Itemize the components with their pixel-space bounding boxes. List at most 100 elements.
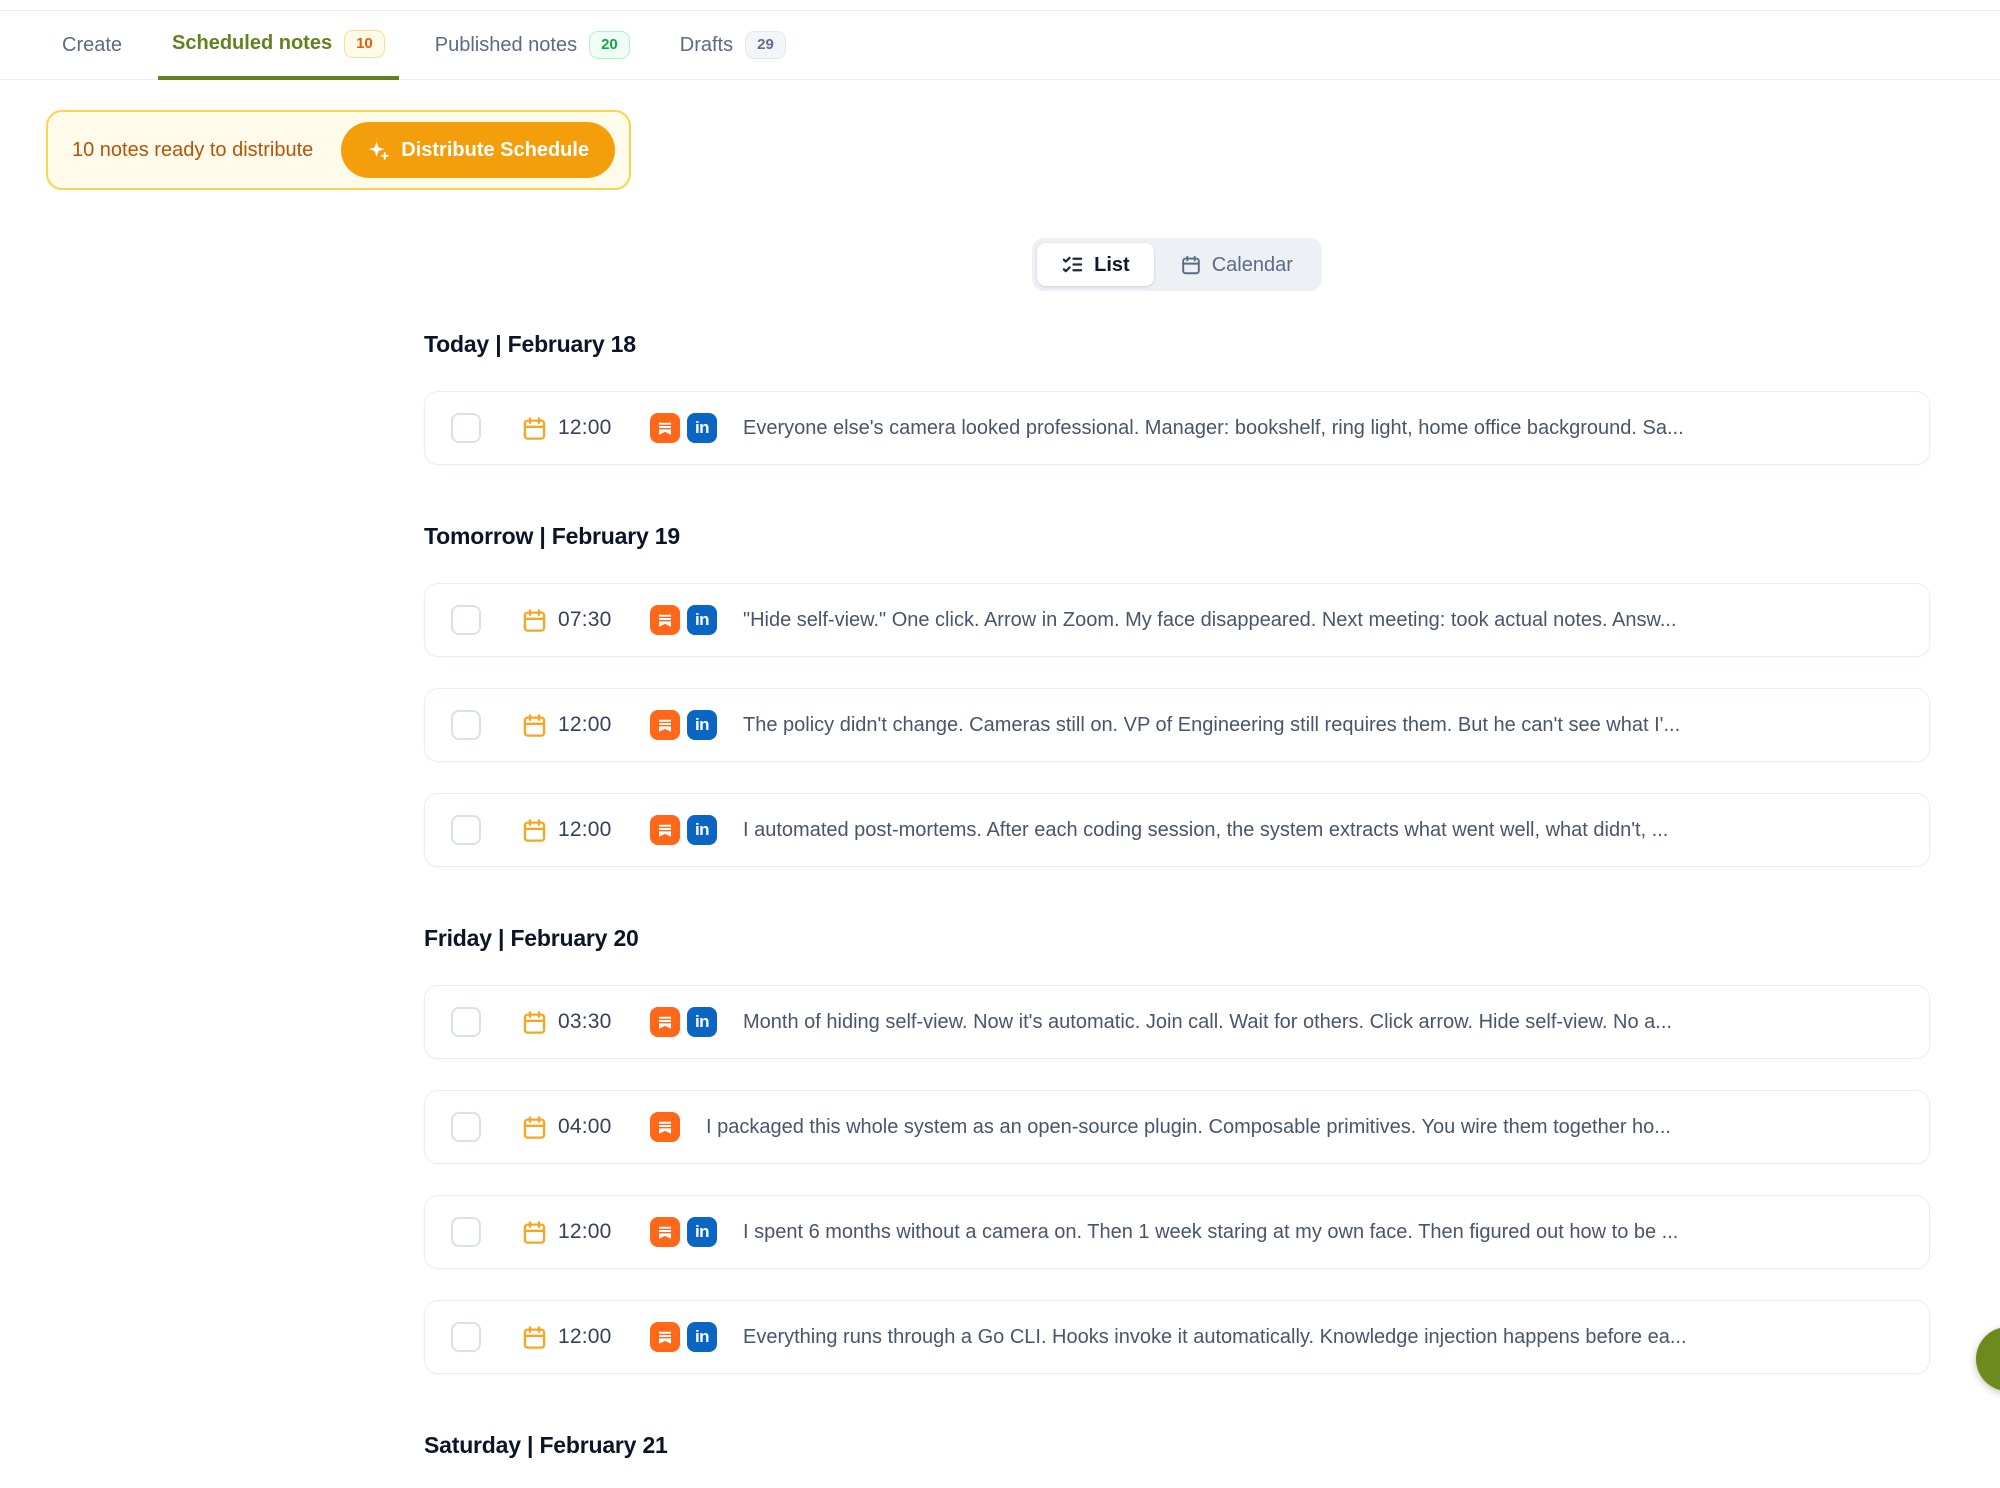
substack-icon [650,1007,680,1037]
tab-count-badge: 10 [344,29,385,58]
day-section: Saturday | February 21 [424,1432,1930,1459]
substack-icon [650,1322,680,1352]
note-checkbox[interactable] [451,1217,481,1247]
day-section: Tomorrow | February 19 07:30 in "Hide se… [424,523,1930,867]
tab-create[interactable]: Create [48,11,136,79]
day-section: Today | February 18 12:00 in Everyone el… [424,331,1930,465]
scheduled-note-row[interactable]: 04:00 I packaged this whole system as an… [424,1090,1930,1164]
time-group: 12:00 [521,415,630,442]
scheduled-note-row[interactable]: 03:30 in Month of hiding self-view. Now … [424,985,1930,1059]
linkedin-icon: in [687,605,717,635]
tab-scheduled-notes[interactable]: Scheduled notes 10 [158,11,399,80]
note-text: The policy didn't change. Cameras still … [743,713,1681,736]
platform-icons: in [650,1007,717,1037]
note-time: 03:30 [558,1010,612,1033]
calendar-icon [521,1324,548,1351]
note-time: 07:30 [558,608,612,631]
scheduled-note-row[interactable]: 12:00 in Everyone else's camera looked p… [424,391,1930,465]
platform-icons: in [650,1217,717,1247]
calendar-icon [1180,254,1202,276]
time-group: 03:30 [521,1009,630,1036]
list-view-button[interactable]: List [1037,243,1154,286]
note-checkbox[interactable] [451,710,481,740]
day-rows: 12:00 in Everyone else's camera looked p… [424,391,1930,465]
time-group: 04:00 [521,1114,630,1141]
banner-message: 10 notes ready to distribute [72,138,314,161]
calendar-icon [521,607,548,634]
scheduled-note-row[interactable]: 12:00 in I spent 6 months without a came… [424,1195,1930,1269]
list-view-label: List [1094,253,1130,276]
linkedin-icon: in [687,710,717,740]
note-text: Everyone else's camera looked profession… [743,416,1684,439]
note-text: I spent 6 months without a camera on. Th… [743,1220,1679,1243]
linkedin-icon: in [687,1217,717,1247]
schedule-sections: Today | February 18 12:00 in Everyone el… [424,331,1930,1459]
time-group: 12:00 [521,712,630,739]
time-group: 12:00 [521,1324,630,1351]
platform-icons: in [650,815,717,845]
note-checkbox[interactable] [451,1007,481,1037]
calendar-icon [521,1114,548,1141]
tab-label: Scheduled notes [172,32,333,54]
note-time: 12:00 [558,818,612,841]
day-heading: Friday | February 20 [424,925,639,951]
platform-icons: in [650,413,717,443]
note-time: 12:00 [558,1325,612,1348]
note-checkbox[interactable] [451,413,481,443]
content-column: List Calendar Today | February 18 [424,238,1930,1459]
scheduled-note-row[interactable]: 07:30 in "Hide self-view." One click. Ar… [424,583,1930,657]
note-text: Everything runs through a Go CLI. Hooks … [743,1325,1687,1348]
calendar-icon [521,415,548,442]
platform-icons: in [650,1322,717,1352]
calendar-icon [521,712,548,739]
calendar-view-button[interactable]: Calendar [1156,243,1317,286]
day-rows: 07:30 in "Hide self-view." One click. Ar… [424,583,1930,867]
platform-icons: in [650,605,717,635]
day-heading: Today | February 18 [424,331,636,357]
linkedin-icon: in [687,1322,717,1352]
note-text: I automated post-mortems. After each cod… [743,818,1669,841]
calendar-icon [521,1009,548,1036]
tabs-bar: Create Scheduled notes 10 Published note… [0,10,2000,80]
note-time: 12:00 [558,713,612,736]
tab-label: Drafts [679,33,734,56]
list-checks-icon [1061,253,1084,276]
note-text: I packaged this whole system as an open-… [706,1115,1671,1138]
platform-icons [650,1112,680,1142]
day-heading: Tomorrow | February 19 [424,523,680,549]
distribute-button-label: Distribute Schedule [401,138,590,161]
linkedin-icon: in [687,815,717,845]
calendar-view-label: Calendar [1211,253,1293,276]
time-group: 12:00 [521,1219,630,1246]
day-section: Friday | February 20 03:30 in Month of h… [424,925,1930,1374]
note-text: "Hide self-view." One click. Arrow in Zo… [743,608,1677,631]
note-checkbox[interactable] [451,815,481,845]
scheduled-note-row[interactable]: 12:00 in The policy didn't change. Camer… [424,688,1930,762]
distribute-banner: 10 notes ready to distribute Distribute … [46,110,632,190]
note-time: 04:00 [558,1115,612,1138]
tab-count-badge: 29 [745,31,786,59]
note-checkbox[interactable] [451,1112,481,1142]
substack-icon [650,710,680,740]
calendar-icon [521,1219,548,1246]
day-rows: 03:30 in Month of hiding self-view. Now … [424,985,1930,1374]
notes-scheduler-app: Create Scheduled notes 10 Published note… [0,10,2000,1459]
view-toggle-wrap: List Calendar [424,238,1930,291]
substack-icon [650,1112,680,1142]
day-heading: Saturday | February 21 [424,1432,668,1458]
tab-drafts[interactable]: Drafts 29 [666,11,800,79]
scheduled-note-row[interactable]: 12:00 in Everything runs through a Go CL… [424,1300,1930,1374]
platform-icons: in [650,710,717,740]
sparkles-icon [367,139,390,162]
scheduled-note-row[interactable]: 12:00 in I automated post-mortems. After… [424,793,1930,867]
calendar-icon [521,817,548,844]
tab-published-notes[interactable]: Published notes 20 [421,11,644,79]
distribute-schedule-button[interactable]: Distribute Schedule [341,122,616,178]
substack-icon [650,413,680,443]
linkedin-icon: in [687,1007,717,1037]
note-checkbox[interactable] [451,1322,481,1352]
time-group: 12:00 [521,817,630,844]
note-checkbox[interactable] [451,605,481,635]
floating-action-button[interactable] [1976,1327,2000,1391]
substack-icon [650,815,680,845]
